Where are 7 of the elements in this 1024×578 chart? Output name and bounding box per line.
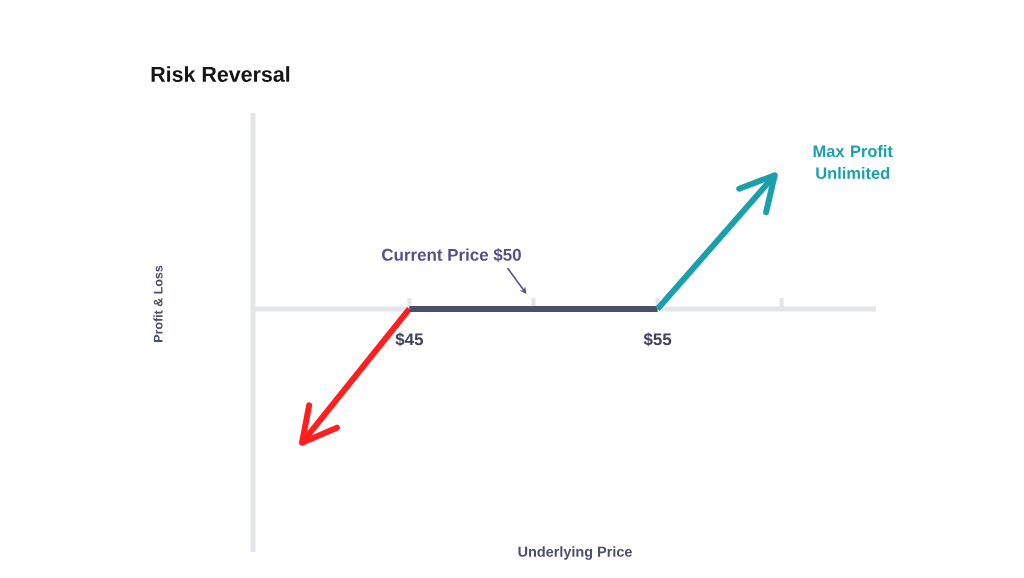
text: Underlying Price <box>518 546 632 560</box>
annotation: Current Price $50 <box>382 248 521 262</box>
annotation: Max Profit Unlimited <box>813 145 893 179</box>
x-tick-label: $45 <box>395 332 424 347</box>
chart-title: Risk Reversal <box>151 66 290 82</box>
x-tick-label: $55 <box>643 332 672 347</box>
text: Profit & Loss <box>153 265 163 342</box>
